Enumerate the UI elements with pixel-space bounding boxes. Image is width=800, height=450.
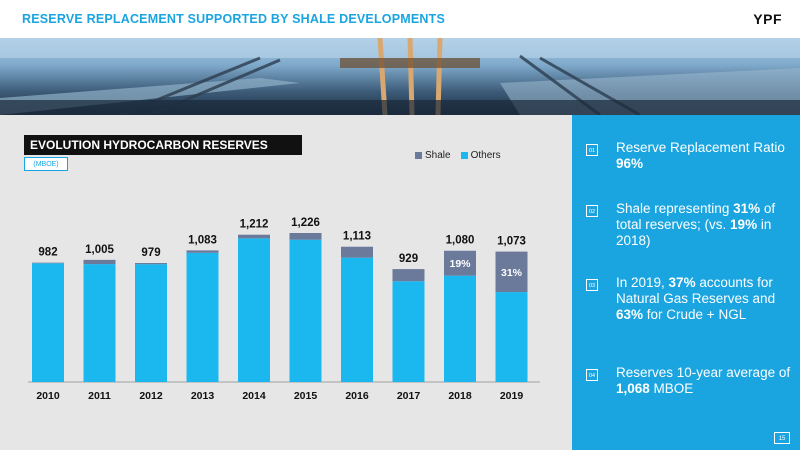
- total-label-2010: 982: [38, 247, 57, 259]
- bar-shale-2010: [32, 262, 64, 264]
- legend-swatch-others: [460, 152, 468, 159]
- oil-rig-banner-image: [0, 38, 800, 115]
- bar-shale-2017: [392, 269, 425, 282]
- x-tick-label-2019: 2019: [500, 390, 524, 402]
- kpi-item-2: 02 Shale representing 31% of total reser…: [586, 201, 791, 249]
- total-label-2019: 1,073: [497, 236, 526, 248]
- x-tick-label-2018: 2018: [448, 390, 472, 402]
- bar-others-2017: [392, 281, 425, 382]
- reserves-bar-chart: 982 2010 1,005 2011 979 2012 1,083 2013 1,212 201…: [28, 217, 540, 402]
- bar-shale-2012: [135, 263, 167, 265]
- total-label-2018: 1,080: [446, 235, 475, 247]
- shale-share-label-2018: 19%: [449, 258, 471, 270]
- kpi-item-3: 03 In 2019, 37% accounts for Natural Gas…: [586, 275, 791, 323]
- bar-others-2019: [495, 292, 528, 382]
- kpi-number-badge: 03: [586, 279, 598, 291]
- total-label-2017: 929: [399, 253, 418, 265]
- kpi-text: Reserve Replacement Ratio 96%: [616, 140, 785, 171]
- total-label-2014: 1,212: [240, 219, 269, 231]
- bar-shale-2011: [83, 259, 116, 265]
- x-tick-label-2017: 2017: [397, 390, 421, 402]
- bar-others-2012: [135, 264, 167, 382]
- total-label-2013: 1,083: [188, 234, 217, 246]
- legend-swatch-shale: [415, 152, 422, 159]
- x-tick-label-2013: 2013: [191, 390, 215, 402]
- kpi-number-badge: 01: [586, 144, 598, 156]
- bar-others-2015: [289, 239, 322, 382]
- bar-shale-2016: [341, 246, 373, 258]
- x-tick-label-2014: 2014: [242, 390, 266, 402]
- total-label-2011: 1,005: [85, 244, 114, 256]
- x-tick-label-2010: 2010: [36, 390, 60, 402]
- kpi-item-4: 04 Reserves 10-year average of 1,068 MBO…: [586, 365, 791, 397]
- total-label-2012: 979: [141, 247, 160, 259]
- legend-label-shale: Shale: [425, 150, 451, 161]
- kpi-text: In 2019, 37% accounts for Natural Gas Re…: [616, 275, 776, 322]
- bar-others-2018: [444, 275, 476, 382]
- kpi-number-badge: 02: [586, 205, 598, 217]
- kpi-panel: 01 Reserve Replacement Ratio 96% 02 Shal…: [572, 115, 800, 450]
- kpi-text: Shale representing 31% of total reserves…: [616, 201, 776, 248]
- kpi-text: Reserves 10-year average of 1,068 MBOE: [616, 365, 791, 396]
- bar-others-2014: [238, 238, 270, 382]
- bar-shale-2013: [186, 250, 219, 253]
- bar-shale-2019: [495, 251, 528, 293]
- bar-others-2013: [186, 252, 219, 382]
- kpi-number-badge: 04: [586, 369, 598, 381]
- bar-shale-2018: [444, 250, 476, 276]
- page-title: RESERVE REPLACEMENT SUPPORTED BY SHALE D…: [22, 12, 445, 26]
- x-tick-label-2011: 2011: [88, 390, 111, 402]
- chart-legend: Shale Others: [415, 150, 511, 161]
- legend-item-others: Others: [460, 150, 501, 161]
- x-tick-label-2016: 2016: [345, 390, 369, 402]
- bar-others-2016: [341, 257, 373, 382]
- legend-item-shale: Shale: [415, 150, 451, 161]
- unit-label: (MBOE): [24, 157, 68, 171]
- bar-others-2010: [32, 263, 64, 382]
- ypf-logo: YPF: [753, 11, 782, 27]
- bar-others-2011: [83, 264, 116, 382]
- total-label-2015: 1,226: [291, 217, 320, 229]
- shale-share-label-2019: 31%: [501, 267, 523, 279]
- total-label-2016: 1,113: [343, 231, 371, 243]
- chart-title: EVOLUTION HYDROCARBON RESERVES: [24, 135, 302, 155]
- legend-label-others: Others: [470, 150, 501, 161]
- kpi-item-1: 01 Reserve Replacement Ratio 96%: [586, 140, 791, 172]
- x-tick-label-2012: 2012: [139, 390, 163, 402]
- page-number: 15: [774, 432, 790, 444]
- x-tick-label-2015: 2015: [294, 390, 318, 402]
- bar-shale-2014: [238, 234, 270, 239]
- bar-shale-2015: [289, 233, 322, 240]
